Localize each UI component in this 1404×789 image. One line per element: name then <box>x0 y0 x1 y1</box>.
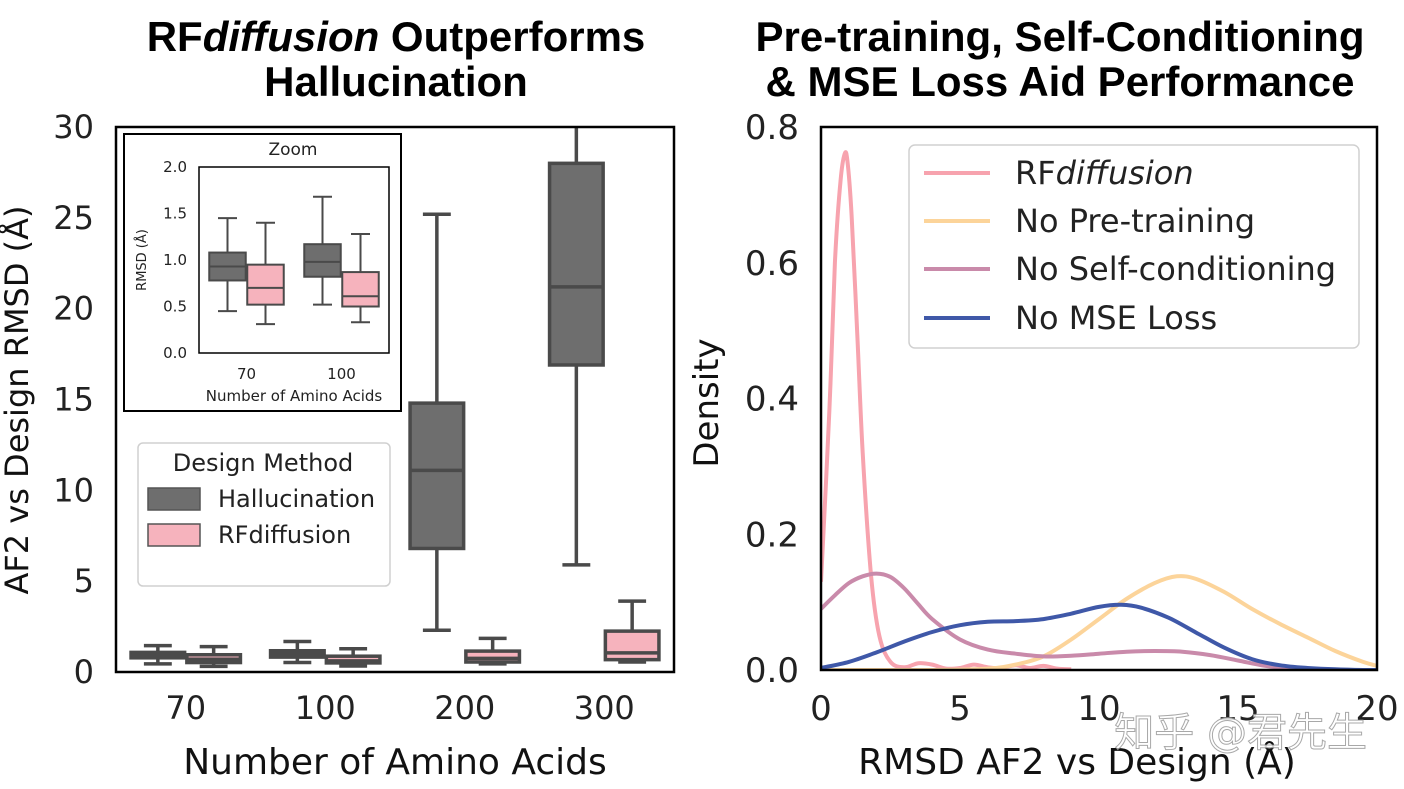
left-y-tick-label: 30 <box>53 108 94 146</box>
inset-x-ticks: 70 100 <box>237 365 356 383</box>
box-rfdiffusion-300 <box>603 629 661 662</box>
left-title-line1: RFdiffusion Outperforms <box>147 13 646 60</box>
left-legend-swatch-rfdiffusion <box>147 523 201 547</box>
right-legend-label-no-pretraining: No Pre-training <box>1015 202 1255 240</box>
right-y-axis-label: Density <box>687 338 727 467</box>
left-legend: Design Method Hallucination RFdiffusion <box>137 442 391 587</box>
left-plot <box>129 127 661 669</box>
watermark-text: 知乎 @君先生 <box>1114 710 1367 756</box>
density-line-no-pre-training <box>821 574 1377 670</box>
left-legend-label-hallucination: Hallucination <box>218 485 375 513</box>
inset-plot <box>208 195 380 326</box>
inset-box-rfdiffusion-100 <box>341 271 380 308</box>
inset-title: Zoom <box>268 140 317 160</box>
inset-y-tick-label: 1.0 <box>163 251 187 269</box>
left-y-tick-label: 0 <box>74 653 94 691</box>
inset-box-hallucination-100 <box>303 243 342 278</box>
inset-x-tick-label: 100 <box>327 365 356 383</box>
left-legend-title: Design Method <box>173 449 354 477</box>
right-y-tick-label: 0.0 <box>745 651 799 691</box>
left-y-axis-label: AF2 vs Design RMSD (Å) <box>0 205 36 594</box>
inset-y-tick-label: 1.5 <box>163 205 187 223</box>
right-x-axis-label: RMSD AF2 vs Design (Å) <box>858 740 1296 783</box>
inset-y-tick-label: 0.0 <box>163 344 187 362</box>
inset-plot-frame <box>198 166 390 354</box>
density-line-no-self-conditioning <box>821 571 1377 670</box>
inset-x-tick-label: 70 <box>237 365 256 383</box>
right-y-tick-label: 0.4 <box>745 380 799 420</box>
right-legend-label-no-mse-loss: No MSE Loss <box>1015 299 1217 337</box>
right-y-tick-label: 0.2 <box>745 515 799 555</box>
right-y-tick-label: 0.6 <box>745 244 799 284</box>
inset-y-ticks: 0.0 0.5 1.0 1.5 2.0 <box>163 158 187 362</box>
left-y-tick-label: 10 <box>53 471 94 509</box>
inset-y-tick-label: 2.0 <box>163 158 187 176</box>
inset-y-axis-label: RMSD (Å) <box>134 229 150 291</box>
left-y-ticks: 0 5 10 15 20 25 30 <box>53 108 94 691</box>
left-title-line2: Hallucination <box>264 58 528 105</box>
box-rfdiffusion-200 <box>464 649 522 664</box>
right-plot <box>821 150 1377 670</box>
right-y-ticks: 0.0 0.2 0.4 0.6 0.8 <box>745 108 799 691</box>
right-legend-label-no-self-conditioning: No Self-conditioning <box>1015 250 1336 288</box>
right-plot-frame <box>819 125 1379 672</box>
box-hallucination-200 <box>408 401 466 551</box>
left-x-tick-label: 300 <box>574 689 635 727</box>
right-title-line1: Pre-training, Self-Conditioning <box>756 13 1365 60</box>
right-legend-frame <box>908 144 1360 349</box>
inset-y-tick-label: 0.5 <box>163 298 187 316</box>
inset-panel: Zoom 0.0 0.5 1.0 1.5 2.0 70 100 Number of Ami… <box>123 133 402 412</box>
right-x-tick-label: 10 <box>1077 689 1120 729</box>
right-y-tick-label: 0.8 <box>745 108 799 148</box>
right-x-tick-label: 5 <box>949 689 971 729</box>
inset-x-axis-label: Number of Amino Acids <box>206 387 383 405</box>
inset-box-rfdiffusion-70 <box>246 263 285 306</box>
left-legend-label-rfdiffusion: RFdiffusion <box>218 521 351 549</box>
left-y-tick-label: 15 <box>53 381 94 419</box>
right-x-tick-label: 15 <box>1216 689 1259 729</box>
left-x-tick-label: 70 <box>165 689 206 727</box>
right-x-ticks: 0 5 10 15 20 <box>810 689 1398 729</box>
left-y-tick-label: 25 <box>53 199 94 237</box>
left-x-axis-label: Number of Amino Acids <box>183 742 607 783</box>
left-y-tick-label: 5 <box>74 562 94 600</box>
right-legend-label-rfdiffusion: RFdiffusion <box>1015 154 1194 192</box>
box-hallucination-300 <box>547 161 605 367</box>
left-y-tick-label: 20 <box>53 290 94 328</box>
left-x-ticks: 70 100 200 300 <box>165 689 634 727</box>
density-line-no-mse-loss <box>821 602 1377 670</box>
right-title-line2: & MSE Loss Aid Performance <box>766 58 1355 105</box>
left-plot-frame <box>114 125 676 674</box>
left-legend-swatch-hallucination <box>147 487 201 511</box>
right-x-tick-label: 0 <box>810 689 832 729</box>
left-x-tick-label: 100 <box>295 689 356 727</box>
right-x-tick-label: 20 <box>1355 689 1398 729</box>
right-legend: RFdiffusion No Pre-training No Self-cond… <box>908 144 1360 349</box>
left-x-tick-label: 200 <box>434 689 495 727</box>
left-legend-frame <box>137 442 391 587</box>
